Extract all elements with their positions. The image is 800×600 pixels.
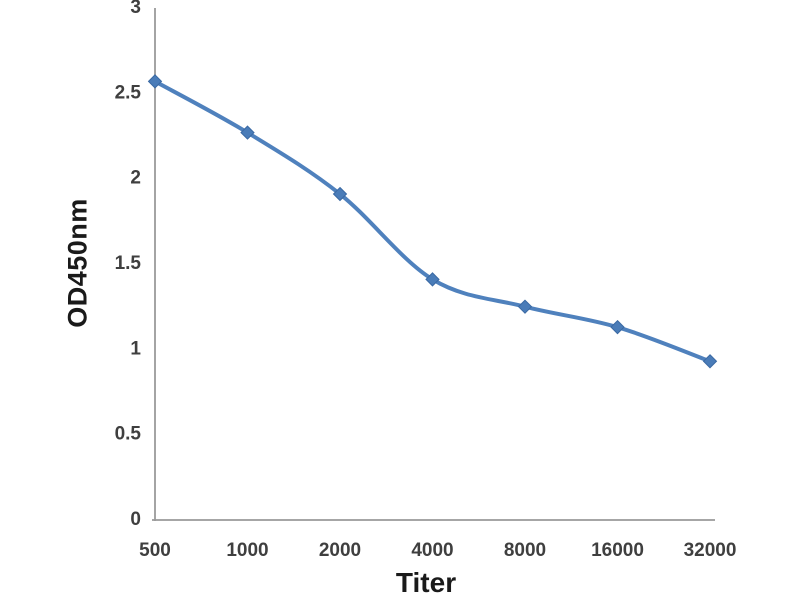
data-point-marker: [517, 299, 533, 314]
data-point-marker: [332, 186, 348, 202]
x-tick-label: 32000: [684, 540, 737, 561]
data-point-marker: [147, 74, 163, 89]
data-point-marker: [610, 319, 625, 335]
y-tick-label: 2: [130, 168, 141, 189]
axes-layer: [152, 8, 715, 521]
y-tick-label: 3: [130, 0, 141, 18]
y-tick-label: 2.5: [115, 82, 142, 103]
x-tick-label: 4000: [411, 540, 453, 561]
x-tick-label: 8000: [504, 540, 546, 561]
y-tick-label: 1.5: [115, 253, 142, 274]
x-axis-title: Titer: [395, 567, 457, 598]
y-tick-label: 1: [130, 338, 141, 359]
x-tick-label: 500: [139, 540, 171, 561]
data-point-marker: [702, 354, 718, 369]
y-tick-label: 0.5: [115, 424, 142, 445]
ticks-layer: 0 0.5 1 1.5 2 2.5 3 500 1000 2000 4000 8000 16000 320…: [115, 0, 737, 561]
x-tick-label: 16000: [591, 540, 644, 561]
data-point-marker: [240, 125, 255, 140]
data-point-marker: [425, 272, 440, 287]
series-line: [153, 79, 712, 364]
x-tick-label: 2000: [319, 540, 361, 561]
y-tick-label: 0: [130, 509, 141, 530]
x-tick-label: 1000: [226, 540, 268, 561]
series-layer: [147, 74, 718, 369]
y-axis-title: OD450nm: [62, 198, 93, 328]
